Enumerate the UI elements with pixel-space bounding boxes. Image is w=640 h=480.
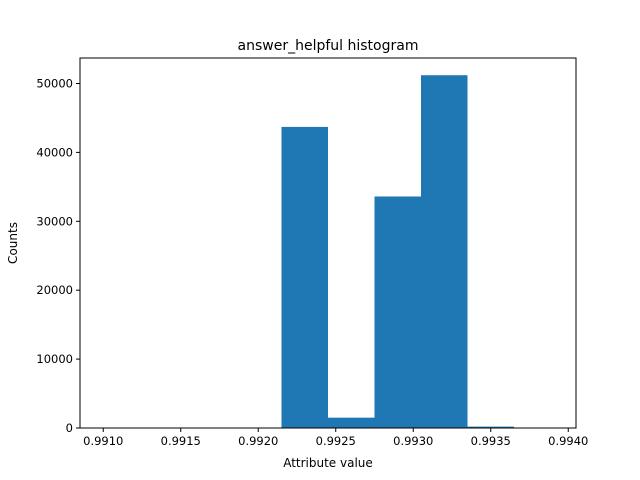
y-tick-label-0: 0	[66, 421, 73, 435]
chart-title: answer_helpful histogram	[238, 38, 419, 54]
x-tick-label-2: 0.9920	[238, 434, 278, 448]
bars-group	[281, 75, 514, 429]
histogram-bar-0	[281, 126, 328, 429]
y-axis-label: Counts	[6, 222, 20, 264]
x-axis-label: Attribute value	[283, 456, 373, 470]
histogram-bar-4	[467, 426, 514, 428]
x-axis-ticks: 0.9910 0.9915 0.9920 0.9925 0.9930 0.9935 0.99…	[83, 428, 588, 448]
x-tick-label-4: 0.9930	[393, 434, 433, 448]
histogram-bar-3	[421, 75, 468, 428]
x-tick-label-6: 0.9940	[548, 434, 588, 448]
y-tick-label-4: 40000	[36, 145, 73, 159]
y-tick-label-5: 50000	[36, 76, 73, 90]
y-tick-label-3: 30000	[36, 214, 73, 228]
x-tick-label-0: 0.9910	[83, 434, 123, 448]
plot-frame	[79, 57, 577, 429]
y-tick-label-2: 20000	[36, 283, 73, 297]
y-axis-ticks: 0 10000 20000 30000 40000 50000	[36, 76, 80, 435]
x-tick-label-1: 0.9915	[161, 434, 201, 448]
histogram-bar-1	[328, 417, 375, 428]
x-tick-label-5: 0.9935	[471, 434, 511, 448]
histogram-bar-2	[374, 196, 421, 428]
y-tick-label-1: 10000	[36, 352, 73, 366]
x-tick-label-3: 0.9925	[316, 434, 356, 448]
